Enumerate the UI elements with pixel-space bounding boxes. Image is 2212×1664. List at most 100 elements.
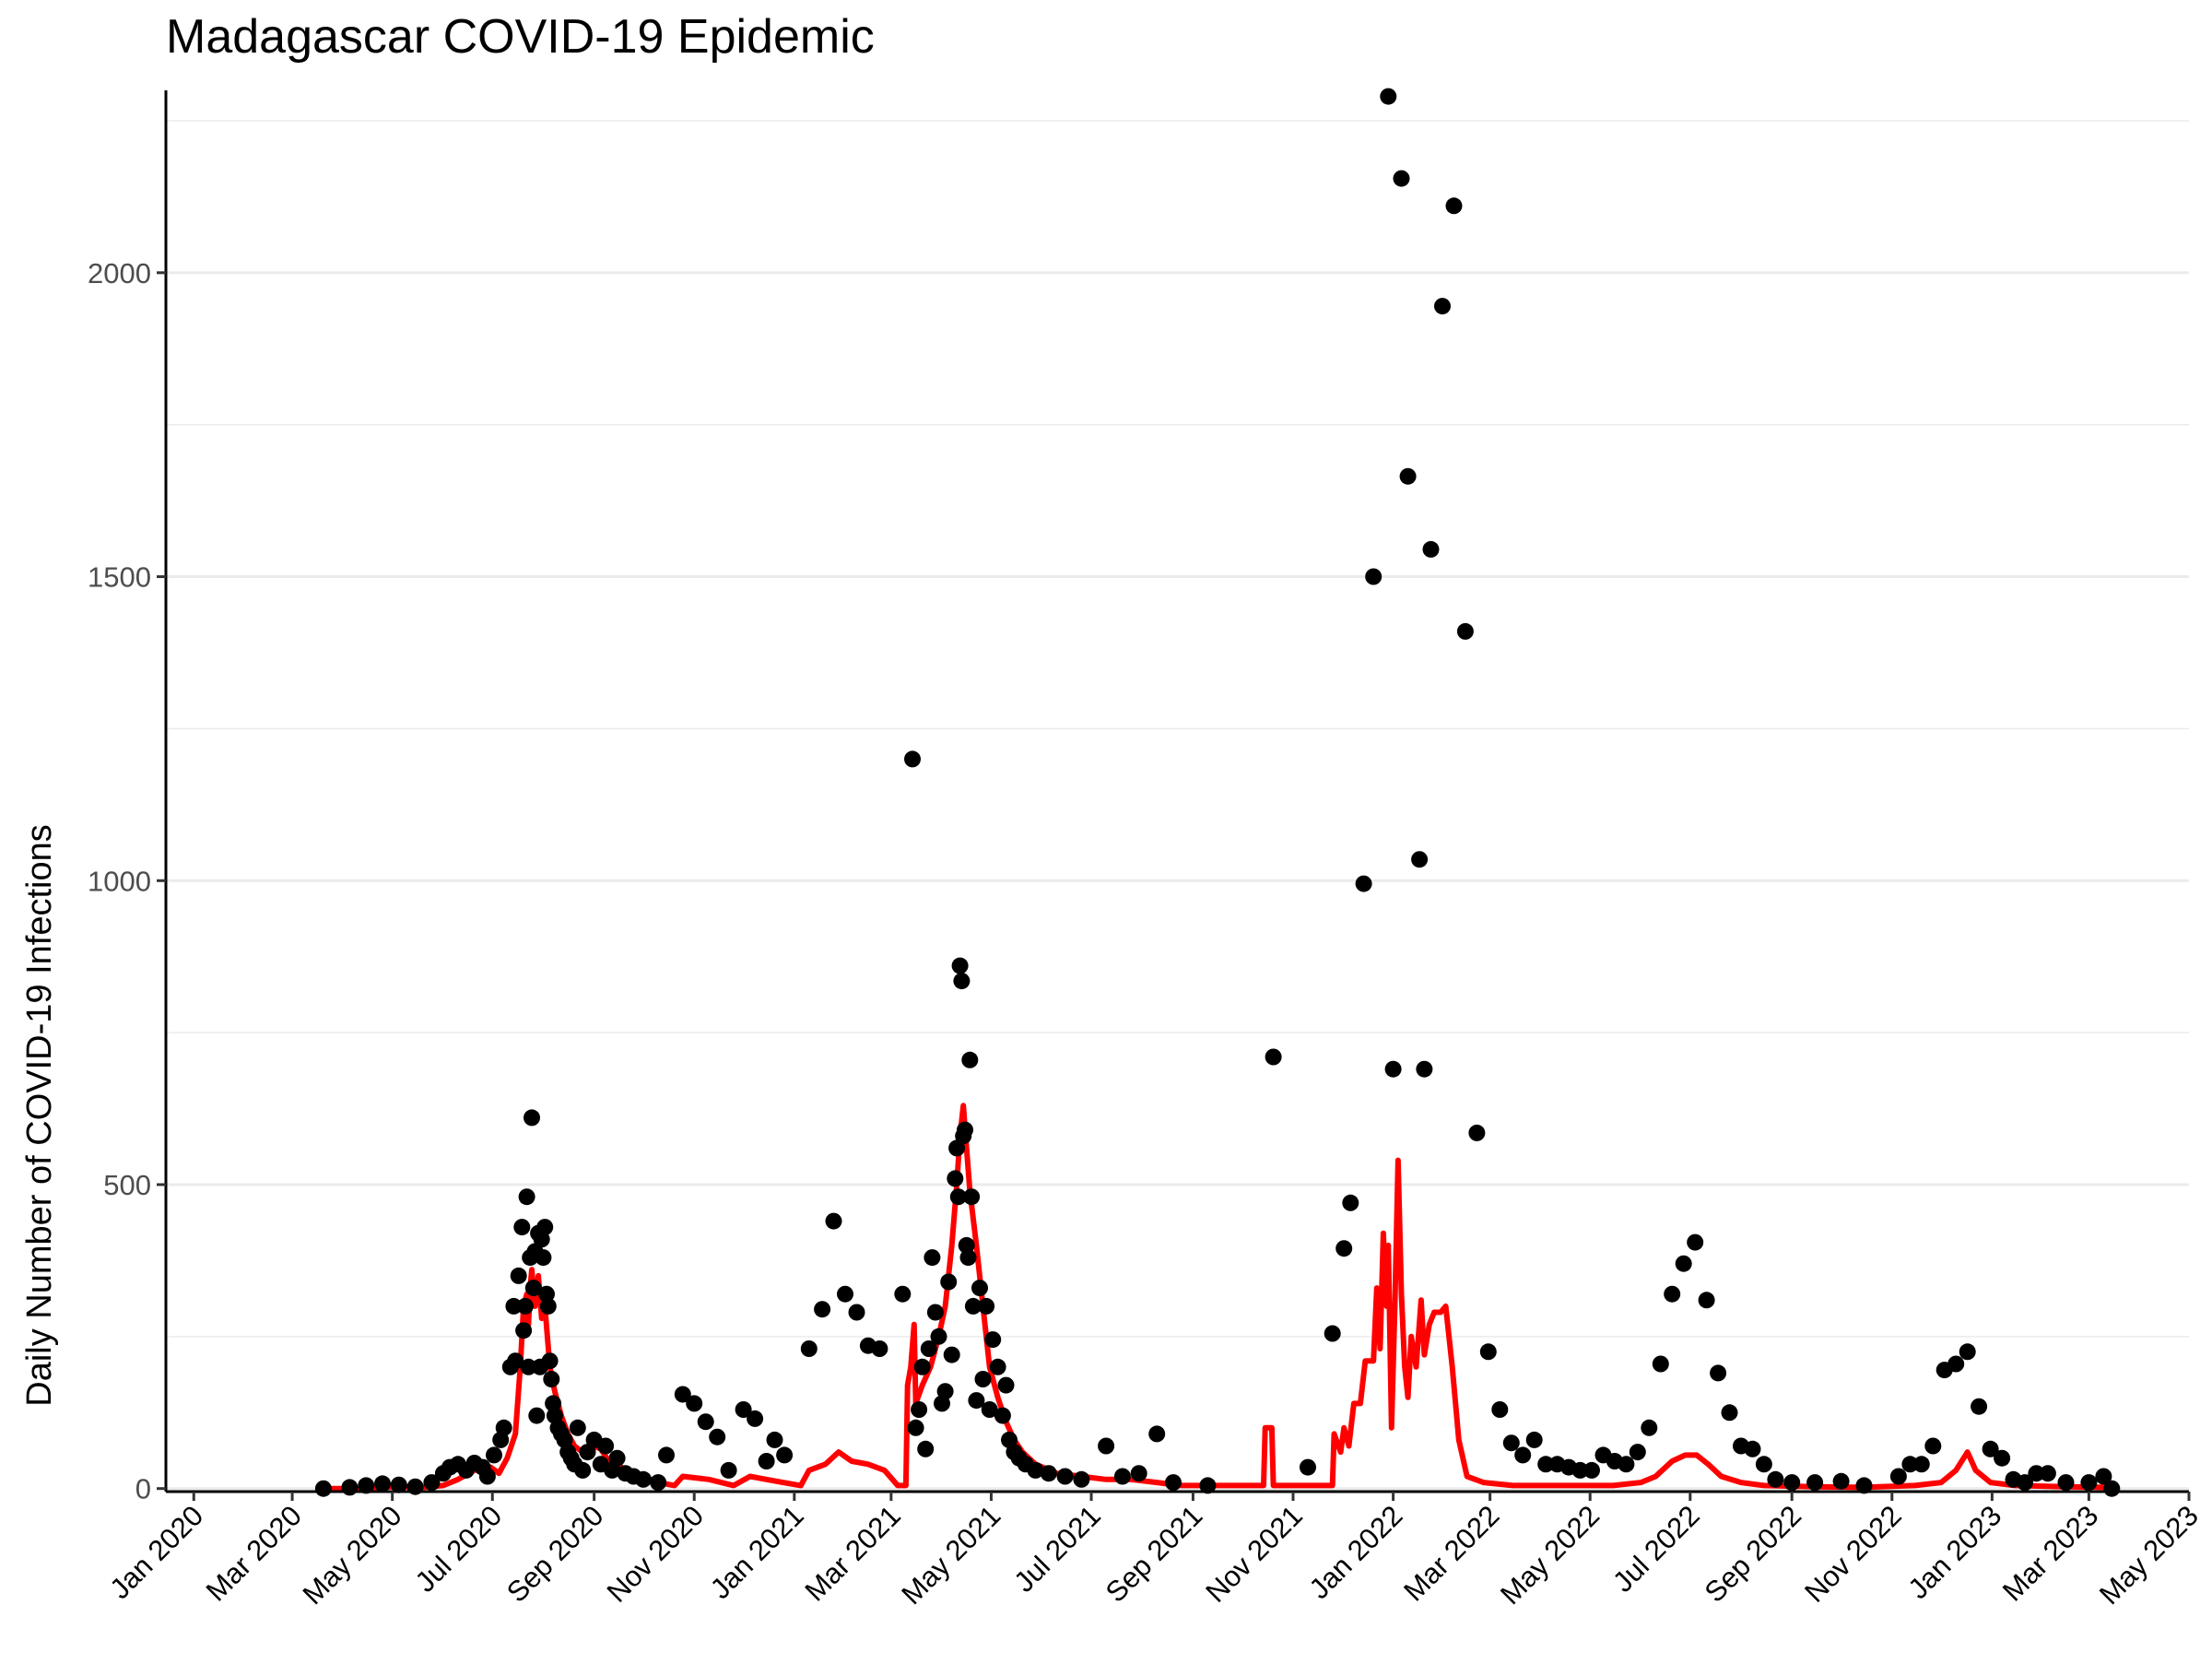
data-point	[1384, 1060, 1402, 1078]
data-point	[2017, 1474, 2033, 1492]
data-point	[1098, 1437, 1115, 1455]
data-point	[1912, 1456, 1930, 1473]
data-point	[917, 1440, 935, 1457]
data-point	[478, 1468, 496, 1485]
x-tick-label: Sep 2020	[500, 1499, 610, 1609]
data-point	[1664, 1285, 1681, 1303]
data-point	[1027, 1461, 1044, 1479]
data-point	[1806, 1474, 1824, 1492]
data-point	[1445, 197, 1463, 215]
x-tick-label: Jul 2021	[1007, 1499, 1107, 1599]
data-point	[1040, 1465, 1057, 1482]
data-point	[1583, 1461, 1600, 1479]
data-point	[1537, 1456, 1555, 1473]
y-tick-label: 1000	[88, 865, 151, 897]
data-point	[1479, 1343, 1497, 1361]
data-point	[913, 1358, 931, 1375]
data-point	[486, 1446, 502, 1464]
data-point	[1113, 1468, 1131, 1485]
data-point	[871, 1340, 888, 1357]
data-point	[635, 1470, 652, 1488]
data-point	[1491, 1401, 1509, 1418]
data-point	[1675, 1255, 1692, 1272]
data-point	[2057, 1474, 2075, 1492]
data-point	[953, 973, 971, 990]
data-point	[1468, 1124, 1486, 1141]
data-point	[1148, 1425, 1166, 1443]
data-point	[518, 1188, 535, 1206]
x-tick-label: May 2020	[297, 1499, 408, 1611]
data-point	[848, 1304, 865, 1321]
x-tick-label: Sep 2021	[1100, 1499, 1209, 1609]
chart-title: Madagascar COVID-19 Epidemic	[166, 10, 875, 64]
data-point	[1947, 1355, 1965, 1373]
x-tick-label: Jan 2023	[1901, 1499, 2007, 1605]
data-point	[1265, 1048, 1282, 1066]
data-point	[837, 1285, 853, 1303]
data-point	[1199, 1477, 1217, 1494]
data-point	[1130, 1465, 1147, 1482]
data-point	[1393, 170, 1410, 187]
data-point	[1652, 1355, 1669, 1373]
data-point	[579, 1444, 596, 1461]
data-point	[1641, 1419, 1658, 1436]
line-series-layer	[323, 1103, 2112, 1492]
data-point	[1416, 1060, 1433, 1078]
data-point	[539, 1297, 557, 1315]
x-tick-label: Nov 2022	[1798, 1499, 1908, 1609]
data-point	[1721, 1404, 1738, 1422]
data-point	[766, 1431, 783, 1448]
data-point	[747, 1410, 764, 1427]
y-tick-label: 500	[103, 1169, 151, 1201]
data-point	[674, 1386, 691, 1403]
data-point	[697, 1413, 714, 1431]
data-point	[1571, 1461, 1589, 1479]
data-point	[1687, 1233, 1704, 1251]
data-point	[374, 1475, 391, 1493]
data-point	[963, 1188, 981, 1206]
x-tick-label: Mar 2021	[798, 1499, 906, 1607]
data-point	[505, 1297, 523, 1315]
data-point	[1422, 540, 1440, 558]
x-tick-label: Jan 2020	[103, 1499, 209, 1605]
data-point	[940, 1273, 958, 1291]
data-point	[1755, 1456, 1772, 1473]
data-point	[1365, 568, 1382, 585]
data-point	[961, 1051, 979, 1068]
data-point	[535, 1249, 552, 1267]
data-point	[1901, 1456, 1919, 1473]
data-point	[1994, 1449, 2011, 1467]
data-point	[800, 1340, 818, 1357]
data-point	[513, 1219, 531, 1236]
data-point	[515, 1322, 533, 1339]
data-point	[964, 1297, 982, 1315]
data-point	[968, 1392, 985, 1410]
data-point	[1744, 1440, 1761, 1457]
data-point	[358, 1477, 375, 1494]
x-tick-label: Jul 2020	[409, 1499, 509, 1599]
data-point	[1056, 1468, 1074, 1485]
data-point	[947, 1170, 964, 1187]
data-point	[524, 1109, 540, 1127]
y-tick-label: 0	[135, 1473, 151, 1505]
x-tick-label: May 2023	[2093, 1499, 2205, 1611]
data-point	[528, 1407, 546, 1424]
data-point	[926, 1304, 944, 1321]
data-point	[997, 1376, 1015, 1394]
data-point	[650, 1474, 667, 1492]
y-tick-label: 2000	[88, 257, 151, 289]
data-point	[1618, 1456, 1635, 1473]
data-point	[341, 1479, 359, 1496]
data-point	[524, 1280, 542, 1297]
data-point	[543, 1371, 560, 1387]
data-point	[825, 1212, 842, 1230]
data-point	[1889, 1468, 1907, 1485]
data-point	[974, 1371, 992, 1387]
data-point	[2095, 1468, 2112, 1485]
data-point	[971, 1280, 988, 1297]
data-point	[686, 1395, 703, 1412]
data-point	[904, 750, 921, 768]
data-point	[924, 1249, 941, 1267]
